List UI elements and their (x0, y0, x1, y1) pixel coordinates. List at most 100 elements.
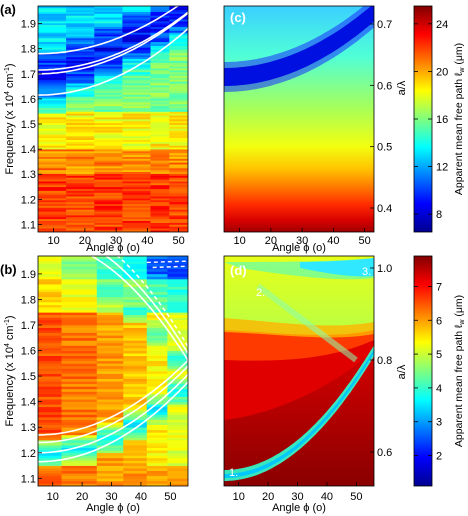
heatmap-cell (66, 117, 95, 120)
heatmap-cell (150, 45, 170, 48)
heatmap-cell (146, 394, 168, 397)
heatmap-cell (38, 55, 67, 58)
heatmap-cell (38, 11, 67, 14)
heatmap-cell (150, 71, 170, 75)
heatmap-cell (96, 381, 124, 385)
tick-label: 1.2 (21, 448, 36, 460)
heatmap-cell (96, 411, 124, 415)
heatmap-cell (66, 220, 95, 223)
heatmap-cell (66, 7, 95, 11)
heatmap-cell (38, 284, 62, 287)
heatmap-cell (146, 478, 168, 482)
heatmap-cell (167, 327, 188, 331)
heatmap-cell (150, 137, 170, 140)
heatmap-cell (146, 348, 168, 351)
heatmap-cell (94, 38, 123, 41)
heatmap-cell (169, 102, 188, 105)
heatmap-cell (38, 6, 67, 9)
heatmap-cell (169, 179, 188, 182)
heatmap-cell (94, 120, 123, 124)
heatmap-cell (61, 483, 98, 486)
heatmap-cell (123, 424, 148, 428)
heatmap-cell (122, 102, 151, 105)
heatmap-cell (123, 378, 148, 382)
heatmap-cell (150, 200, 170, 203)
heatmap-cell (122, 190, 151, 193)
heatmap-cell (94, 181, 123, 184)
heatmap-cell (94, 207, 123, 210)
heatmap-cell (169, 45, 188, 48)
heatmap-cell (66, 186, 95, 189)
heatmap-cell (150, 222, 170, 225)
heatmap-cell (38, 406, 62, 410)
heatmap-cell (38, 190, 67, 193)
tick-label: 30 (110, 235, 122, 247)
heatmap-cell (61, 401, 98, 405)
heatmap-cell (38, 143, 67, 146)
y-axis-title-b: Frequency (x 104 cm-1) (4, 315, 16, 426)
heatmap-cell (38, 457, 62, 461)
heatmap-cell (38, 216, 67, 220)
heatmap-cell (38, 414, 62, 418)
heatmap-cell (66, 179, 95, 182)
heatmap-cell (150, 216, 170, 220)
heatmap-cell (169, 92, 188, 95)
heatmap-cell (167, 284, 188, 287)
heatmap-cell (38, 139, 67, 142)
heatmap-cell (96, 319, 124, 323)
heatmap-cell (38, 64, 67, 67)
heatmap-cell (94, 198, 123, 201)
heatmap-cell (94, 94, 123, 97)
heatmap-cell (61, 345, 98, 349)
heatmap-cell (122, 194, 151, 197)
heatmap-cell (38, 337, 62, 341)
heatmap-cell (123, 422, 148, 425)
heatmap-cell (122, 149, 151, 152)
heatmap-cell (38, 137, 67, 140)
heatmap-cell (122, 117, 151, 120)
heatmap-cell (96, 276, 124, 280)
heatmap-cell (167, 427, 188, 431)
heatmap-cell (94, 137, 123, 140)
dashed-curve (152, 265, 188, 269)
heatmap-cell (66, 73, 95, 76)
heatmap-cell (61, 268, 98, 272)
heatmap-cell (66, 109, 95, 112)
heatmap-cell (146, 342, 168, 346)
heatmap-cell (167, 309, 188, 313)
heatmap-cell (38, 194, 67, 197)
heatmap-cell (169, 21, 188, 24)
heatmap-cell (146, 319, 168, 323)
heatmap-cell (150, 6, 170, 9)
heatmap-cell (122, 55, 151, 58)
heatmap-cell (38, 85, 67, 88)
heatmap-cell (61, 473, 98, 477)
heatmap-cell (167, 281, 188, 285)
heatmap-cell (123, 299, 148, 303)
heatmap-cell (38, 340, 62, 344)
heatmap-cell (169, 100, 188, 103)
heatmap-cell (167, 452, 188, 456)
heatmap-cell (38, 309, 62, 313)
heatmap-cell (123, 404, 148, 408)
heatmap-cell (94, 43, 123, 46)
heatmap-cell (122, 128, 151, 131)
heatmap-cell (169, 149, 188, 152)
heatmap-cell (122, 183, 151, 186)
heatmap-cell (122, 75, 151, 78)
heatmap-cell (146, 368, 168, 372)
heatmap-cell (169, 151, 188, 154)
heatmap-cell (66, 66, 95, 69)
heatmap-cell (150, 141, 170, 144)
heatmap-cell (38, 13, 67, 16)
heatmap-cell (146, 432, 168, 436)
heatmap-cell (96, 314, 124, 318)
heatmap-cell (38, 164, 67, 167)
heatmap-cell (123, 450, 148, 454)
heatmap-cell (122, 53, 151, 56)
heatmap-cell (169, 190, 188, 193)
band-curve (38, 364, 188, 444)
heatmap-cell (169, 105, 188, 108)
heatmap-cell (66, 6, 95, 9)
heatmap-cell (61, 319, 98, 323)
